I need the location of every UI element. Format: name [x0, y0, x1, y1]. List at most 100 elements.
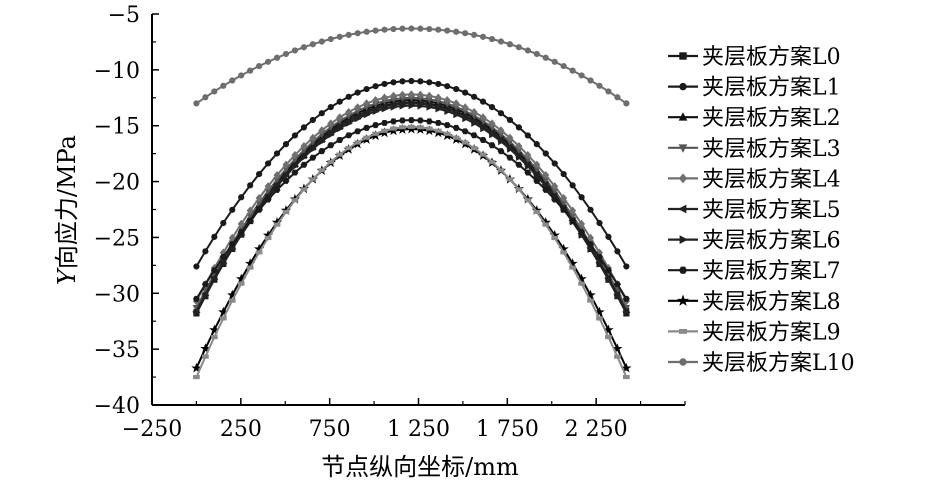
data-point: [336, 98, 343, 105]
data-point: [318, 137, 327, 146]
data-point: [678, 112, 688, 121]
data-point: [309, 177, 317, 182]
data-point: [435, 80, 442, 88]
data-point: [318, 148, 326, 155]
legend-item: 夹层板方案L2: [668, 106, 841, 131]
data-point: [211, 233, 218, 240]
x-ticks: −250 250 750 1 250 1 750 2 250: [122, 398, 686, 442]
data-point: [533, 209, 541, 215]
data-point: [202, 248, 209, 255]
data-point: [327, 159, 335, 165]
data-point: [336, 124, 344, 133]
data-point: [444, 83, 451, 90]
legend-item: 夹层板方案L6: [668, 229, 841, 254]
data-point: [255, 250, 263, 255]
data-point: [551, 160, 558, 167]
legend-label: 夹层板方案L6: [702, 229, 841, 254]
data-point: [264, 160, 272, 167]
data-point: [282, 209, 290, 215]
data-point: [679, 82, 687, 91]
data-point: [678, 173, 688, 184]
data-point: [524, 47, 531, 54]
data-point: [237, 219, 245, 229]
data-point: [300, 161, 308, 168]
data-point: [470, 93, 478, 100]
data-point: [443, 131, 451, 136]
data-point: [273, 222, 281, 227]
data-point: [238, 194, 245, 201]
data-point: [255, 193, 263, 203]
data-point: [435, 26, 442, 33]
data-point: [228, 298, 236, 303]
data-point: [470, 31, 478, 38]
data-point: [560, 250, 568, 255]
data-point: [390, 103, 398, 111]
legend-label: 夹层板方案L0: [702, 45, 841, 70]
legend-item: 夹层板方案L5: [668, 198, 841, 223]
data-point: [327, 130, 335, 139]
data-point: [622, 295, 630, 302]
data-point: [515, 44, 522, 51]
legend-item: 夹层板方案L10: [668, 351, 855, 376]
data-point: [408, 124, 415, 129]
data-point: [408, 77, 415, 85]
data-point: [247, 182, 254, 189]
y-ticks: −5 −10 −15 −20 −25 −30 −35 −40: [94, 3, 159, 419]
data-point: [282, 50, 290, 58]
data-point: [489, 130, 497, 139]
data-point: [614, 94, 621, 101]
legend-label: 夹层板方案L3: [702, 137, 841, 162]
data-point: [678, 204, 687, 214]
data-point: [300, 187, 308, 192]
data-point: [381, 80, 388, 88]
y-axis-label-italic: Y: [53, 267, 81, 285]
data-point: [192, 295, 200, 302]
data-point: [596, 260, 604, 268]
data-point: [425, 126, 433, 131]
data-point: [569, 206, 577, 215]
data-point: [417, 25, 424, 32]
data-point: [336, 152, 344, 157]
data-point: [202, 354, 209, 359]
data-point: [336, 33, 343, 40]
data-point: [416, 117, 424, 124]
y-axis-label: Y向应力/MPa: [53, 135, 81, 285]
data-point: [327, 104, 334, 111]
data-point: [229, 206, 236, 213]
data-point: [345, 107, 353, 117]
data-point: [291, 47, 299, 54]
data-point: [363, 85, 370, 93]
data-point: [560, 193, 568, 203]
data-point: [282, 160, 290, 169]
data-point: [273, 171, 281, 180]
data-point: [327, 35, 334, 43]
x-axis-label: 节点纵向坐标/mm: [321, 453, 519, 481]
data-point: [515, 141, 523, 151]
data-point: [354, 89, 361, 96]
data-point: [191, 362, 202, 373]
data-point: [264, 58, 272, 65]
data-point: [327, 142, 335, 149]
data-point: [300, 124, 308, 131]
x-tick-label: 2 250: [565, 417, 628, 442]
y-tick-label: −25: [94, 226, 140, 251]
data-point: [533, 160, 541, 169]
data-point: [515, 187, 523, 192]
data-point: [435, 105, 443, 113]
data-point: [506, 177, 514, 182]
data-point: [453, 110, 461, 119]
data-point: [282, 177, 290, 184]
data-point: [381, 105, 389, 113]
data-point: [399, 25, 406, 32]
data-point: [679, 358, 687, 366]
data-point: [345, 93, 352, 100]
data-point: [551, 182, 559, 191]
data-point: [479, 152, 487, 157]
data-point: [363, 135, 370, 140]
data-point: [623, 375, 630, 380]
data-point: [569, 265, 576, 270]
data-point: [676, 294, 690, 306]
data-point: [246, 217, 254, 224]
data-point: [264, 182, 272, 191]
data-point: [488, 104, 496, 111]
